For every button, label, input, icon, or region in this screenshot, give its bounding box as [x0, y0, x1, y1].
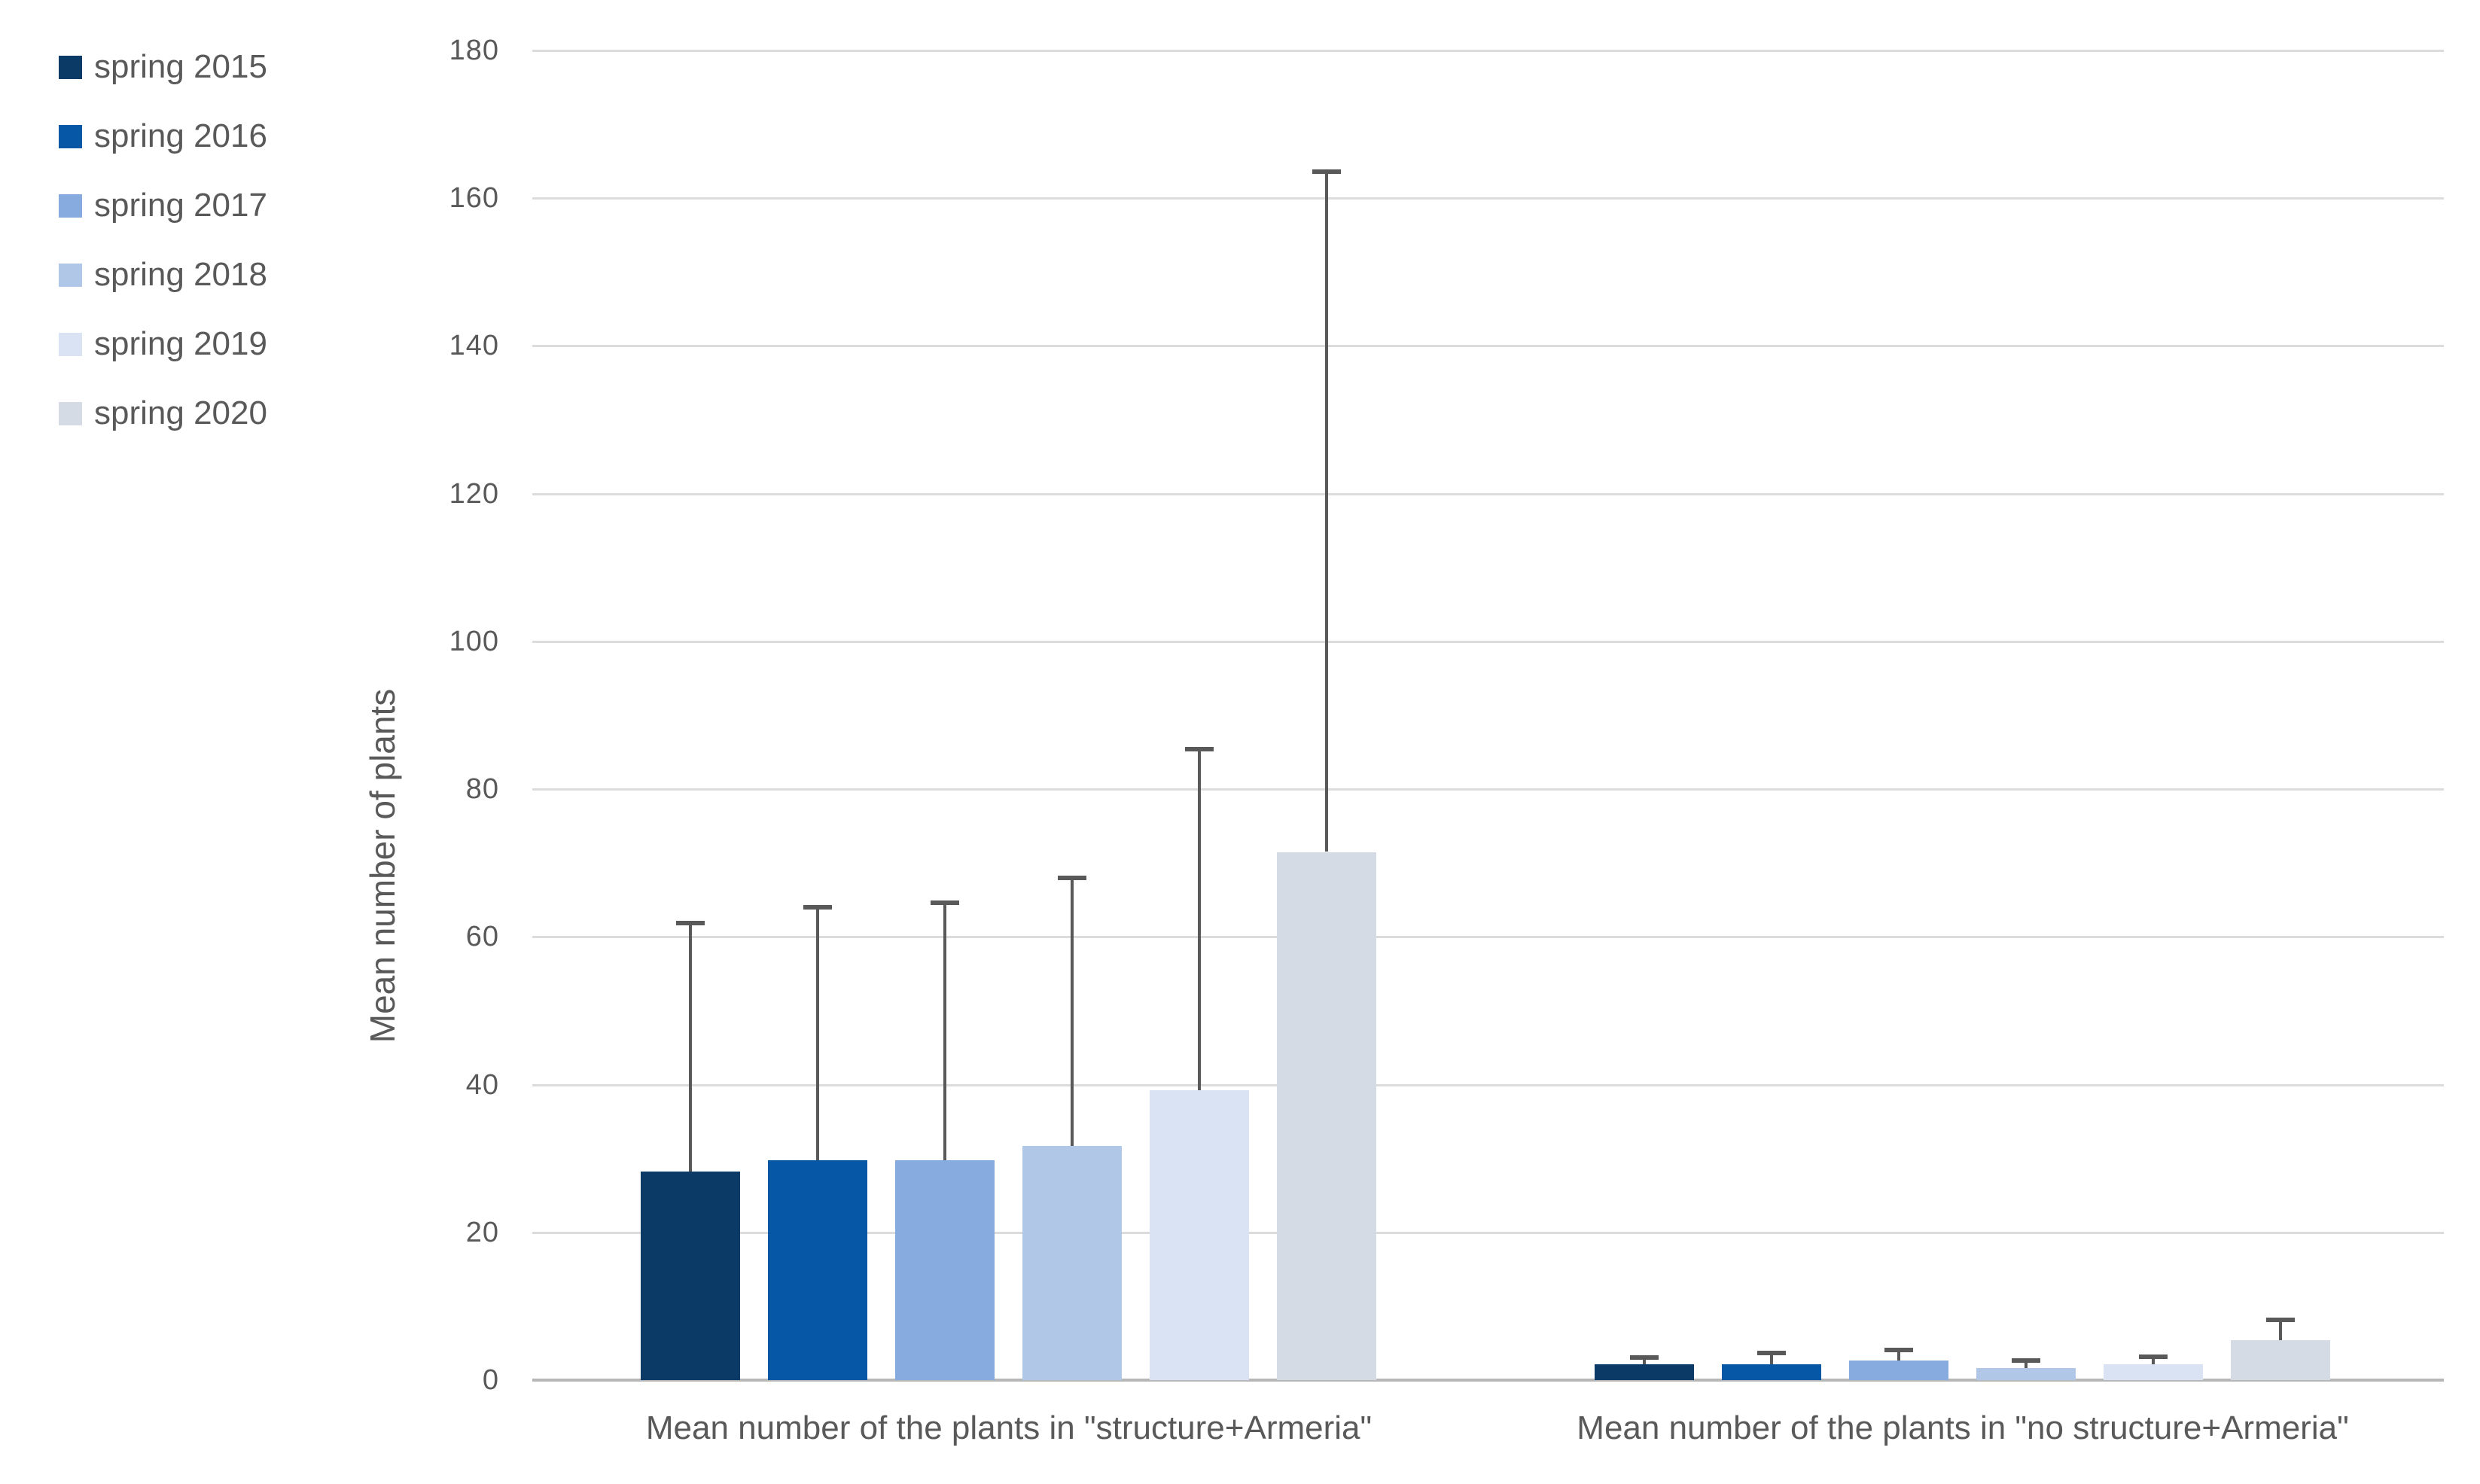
- bar: [1849, 1361, 1948, 1380]
- bar: [641, 1172, 740, 1380]
- bar: [1022, 1145, 1122, 1380]
- bar: [1722, 1364, 1821, 1380]
- gridline: [532, 936, 2444, 939]
- error-bar: [2279, 1319, 2282, 1341]
- legend-swatch-icon: [59, 55, 82, 79]
- gridline: [532, 1231, 2444, 1234]
- error-bar: [816, 907, 819, 1160]
- gridline: [532, 50, 2444, 52]
- bar: [1595, 1364, 1694, 1380]
- y-tick-label: 160: [449, 182, 499, 215]
- error-bar-cap: [676, 920, 705, 925]
- x-category-label-no-structure: Mean number of the plants in "no structu…: [1577, 1409, 2349, 1446]
- legend-swatch-icon: [59, 263, 82, 287]
- error-bar-cap: [1312, 169, 1341, 174]
- bar: [768, 1159, 867, 1380]
- legend-item: spring 2019: [59, 325, 267, 363]
- y-axis-title: Mean number of plants: [363, 688, 402, 1044]
- error-bar-cap: [1757, 1350, 1786, 1355]
- error-bar-cap: [2266, 1317, 2295, 1322]
- y-tick-label: 20: [465, 1216, 499, 1248]
- error-bar: [689, 922, 692, 1172]
- legend-item-label: spring 2020: [94, 395, 267, 431]
- legend-item: spring 2015: [59, 48, 267, 86]
- error-bar-cap: [931, 900, 959, 906]
- y-tick-label: 120: [449, 477, 499, 510]
- error-bar: [943, 903, 946, 1160]
- error-bar-cap: [1884, 1347, 1913, 1352]
- legend-swatch-icon: [59, 401, 82, 425]
- y-tick-label: 40: [465, 1068, 499, 1101]
- legend-item: spring 2017: [59, 187, 267, 224]
- y-tick-label: 100: [449, 625, 499, 657]
- legend-swatch-icon: [59, 332, 82, 356]
- legend-item: spring 2016: [59, 117, 267, 155]
- x-category-label-structure: Mean number of the plants in "structure+…: [645, 1409, 1373, 1446]
- y-tick-label: 60: [465, 921, 499, 953]
- gridline: [532, 1083, 2444, 1086]
- legend-swatch-icon: [59, 193, 82, 218]
- bar: [1277, 852, 1376, 1380]
- y-tick-label: 80: [465, 773, 499, 806]
- bar: [2231, 1340, 2330, 1380]
- error-bar-cap: [2012, 1358, 2040, 1364]
- x-axis-line: [532, 1379, 2444, 1382]
- y-tick-label: 0: [482, 1364, 499, 1396]
- legend-item-label: spring 2017: [94, 187, 267, 224]
- error-bar-cap: [1185, 747, 1214, 752]
- bar: [1150, 1090, 1249, 1380]
- error-bar: [1071, 877, 1074, 1146]
- bar: [1976, 1368, 2076, 1380]
- bar: [2104, 1364, 2203, 1380]
- bar: [895, 1159, 995, 1380]
- legend-item-label: spring 2016: [94, 117, 267, 154]
- error-bar-cap: [1630, 1354, 1659, 1360]
- error-bar: [1198, 749, 1201, 1091]
- legend-item: spring 2018: [59, 256, 267, 294]
- legend-item-label: spring 2018: [94, 256, 267, 293]
- error-bar-cap: [1058, 875, 1086, 880]
- gridline: [532, 492, 2444, 495]
- error-bar: [2025, 1361, 2028, 1369]
- y-tick-label: 140: [449, 330, 499, 362]
- gridline: [532, 640, 2444, 643]
- gridline: [532, 345, 2444, 348]
- error-bar: [1643, 1357, 1646, 1365]
- error-bar: [1770, 1352, 1773, 1365]
- legend-item-label: spring 2019: [94, 325, 267, 362]
- error-bar: [1325, 171, 1328, 852]
- error-bar-cap: [803, 905, 832, 910]
- legend-item: spring 2020: [59, 395, 267, 432]
- gridline: [532, 197, 2444, 200]
- y-tick-label: 180: [449, 35, 499, 66]
- legend-item-label: spring 2015: [94, 48, 267, 85]
- error-bar: [1897, 1349, 1900, 1361]
- gridline: [532, 788, 2444, 791]
- error-bar-cap: [2139, 1354, 2168, 1359]
- error-bar: [2152, 1356, 2155, 1365]
- legend-swatch-icon: [59, 124, 82, 148]
